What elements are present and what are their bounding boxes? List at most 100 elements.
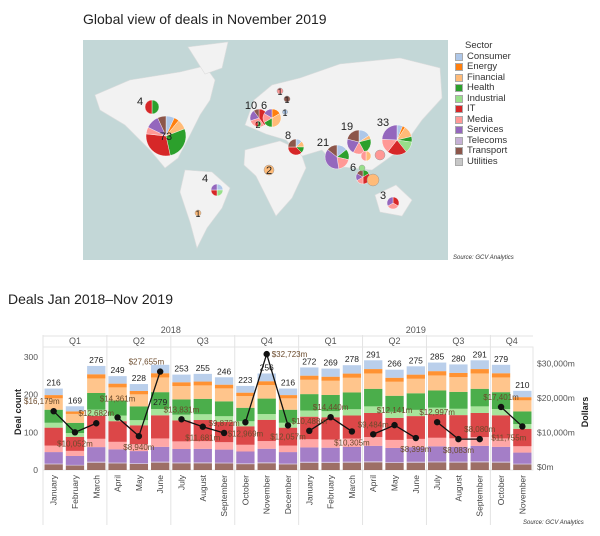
legend-title: Sector [465, 40, 493, 51]
legend-item: Transport [455, 145, 511, 157]
bar-segment [87, 447, 106, 462]
bar-segment [513, 464, 532, 470]
dollar-line [500, 406, 523, 427]
bar-segment [427, 446, 447, 462]
dollar-point [476, 435, 483, 443]
month-label: June [155, 475, 165, 494]
bar-segment [342, 377, 362, 393]
deal-count-label: 276 [89, 355, 103, 365]
map-pie: 2 [263, 164, 275, 177]
bar-segment [321, 394, 340, 412]
bar-segment [278, 427, 298, 446]
bar-segment [406, 462, 425, 470]
bar-segment [257, 448, 276, 463]
legend-label: Telecoms [467, 134, 508, 146]
bar-segment [364, 388, 383, 407]
pie-slice [151, 99, 160, 115]
pie-count-label: 73 [160, 131, 172, 143]
bar-segment [172, 374, 191, 383]
legend-swatch [455, 63, 463, 72]
bar-segment [364, 462, 383, 470]
bar-segment [321, 380, 340, 395]
bar-segment [300, 410, 319, 417]
bar-segment [44, 395, 63, 399]
bar-segment [427, 462, 447, 470]
deal-count-label: 169 [68, 395, 82, 405]
map-pie: 1 [276, 87, 284, 97]
bar-segment [491, 408, 511, 416]
deal-count-label: 249 [110, 365, 124, 375]
bar-segment [278, 445, 298, 453]
bar-segment [257, 373, 276, 382]
bar-segment [449, 438, 468, 447]
dollar-label: $8,399m [400, 445, 431, 454]
dollar-point [519, 423, 526, 430]
bar-segment [129, 384, 149, 391]
legend-swatch [455, 94, 463, 103]
bar-segment [470, 462, 489, 470]
year-header: 2019 [406, 325, 426, 335]
bar-segment [44, 463, 63, 465]
bar-segment [491, 446, 511, 462]
bar-segment [44, 452, 63, 464]
landmass [187, 41, 229, 75]
quarter-header: Q1 [69, 336, 81, 346]
bar-segment [87, 415, 106, 439]
bar-segment [364, 406, 383, 413]
bar-segment [321, 439, 340, 448]
bar-segment [342, 392, 362, 410]
dollar-label: $27,655m [129, 358, 165, 367]
dollar-point [178, 416, 185, 423]
bar-segment [449, 377, 468, 392]
deal-count-label: 291 [473, 349, 487, 359]
bar-segment [193, 414, 212, 421]
pie-count-label: 8 [285, 130, 291, 142]
legend-label: Media [467, 113, 493, 125]
deal-count-label: 255 [196, 363, 210, 373]
bar-segment [385, 462, 404, 470]
bar-segment [513, 428, 532, 447]
month-label: July [176, 474, 186, 490]
bar-segment [257, 419, 276, 442]
bar-segment [364, 412, 383, 438]
bar-segment [236, 407, 255, 422]
bar-segment [44, 409, 63, 423]
bar-segment [278, 388, 298, 396]
bar-segment [364, 461, 383, 463]
month-label: August [453, 474, 463, 501]
dollar-point [93, 420, 100, 427]
bar-segment [342, 462, 362, 470]
bar-segment [427, 375, 447, 391]
dollar-label: $12,997m [419, 408, 455, 417]
bar-segment [427, 362, 447, 372]
dollar-label: $9,872m [209, 419, 240, 428]
bar-segment [87, 462, 106, 470]
month-label: January [49, 474, 59, 505]
bar-segment [300, 447, 319, 462]
dollar-label: $14,440m [313, 403, 349, 412]
map-pie: 1 [194, 209, 202, 219]
deal-count-label: 291 [366, 349, 380, 359]
pie-count-label: 33 [377, 117, 389, 129]
bar-segment [87, 438, 106, 448]
dollar-label: $32,723m [272, 350, 308, 359]
bar-segment [406, 378, 425, 394]
bar-segment [129, 394, 149, 407]
bar-segment [44, 445, 63, 453]
bar-segment [385, 377, 404, 382]
bar-segment [108, 462, 127, 464]
bar-segment [300, 367, 319, 376]
legend-swatch [455, 84, 463, 93]
legend-label: Services [467, 124, 504, 135]
dollar-point [433, 418, 441, 426]
pie-slice [374, 149, 386, 161]
dollar-label: $10,052m [57, 439, 93, 448]
bar-segment [513, 390, 532, 398]
legend-item: Industrial [455, 93, 511, 105]
month-label: October [496, 475, 506, 505]
deal-count-label: 275 [409, 355, 423, 365]
bar-segment [364, 360, 383, 370]
dollar-label: $12,057m [270, 432, 306, 441]
y-tick-label: 200 [24, 390, 38, 400]
